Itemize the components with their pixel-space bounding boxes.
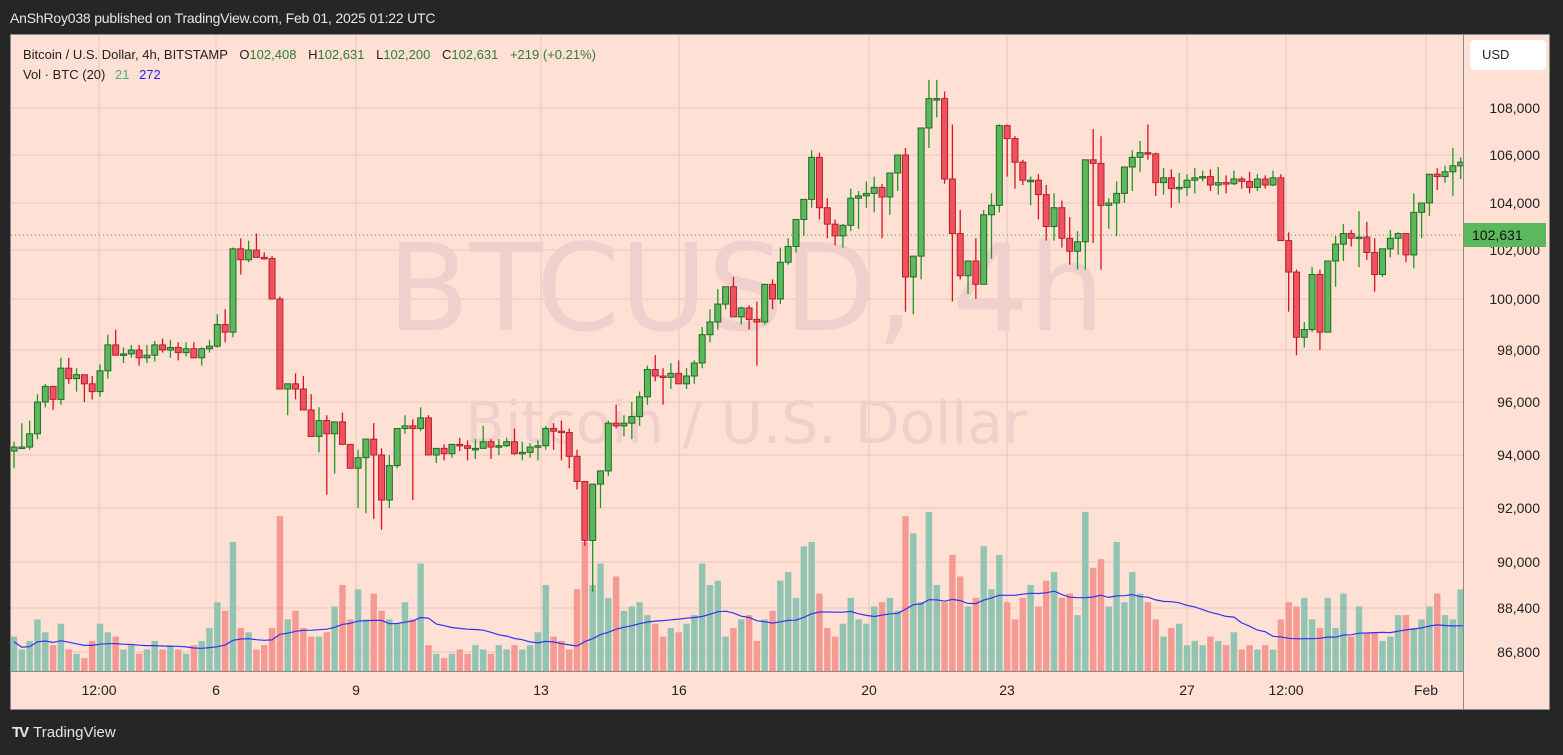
time-tick-label: Feb xyxy=(1413,682,1439,698)
legend-low-label: L xyxy=(376,47,384,62)
price-axis[interactable]: USD 108,000 106,000 104,000 102,000 100,000 9… xyxy=(1463,35,1550,709)
chart-legend: Bitcoin / U.S. Dollar, 4h, BITSTAMP O102… xyxy=(23,45,596,85)
time-tick-label: 12:00 xyxy=(1268,682,1304,698)
price-tick-label: 106,000 xyxy=(1489,147,1540,163)
time-tick-label: 12:00 xyxy=(81,682,117,698)
legend-close: 102,631 xyxy=(451,47,499,62)
legend-volume-value: 21 xyxy=(114,67,130,82)
time-axis[interactable]: 12:00 6 9 13 16 20 23 27 12:00 Feb xyxy=(11,671,1463,710)
chart-plot-area[interactable]: BTCUSD, 4h Bitcoin / U.S. Dollar Bitcoin … xyxy=(11,35,1463,671)
legend-open: 102,408 xyxy=(249,47,297,62)
price-tick-label: 98,000 xyxy=(1497,342,1540,358)
published-header: AnShRoy038 published on TradingView.com,… xyxy=(10,10,436,26)
legend-price-row: Bitcoin / U.S. Dollar, 4h, BITSTAMP O102… xyxy=(23,45,596,65)
currency-button[interactable]: USD xyxy=(1470,40,1546,70)
time-tick-label: 23 xyxy=(999,682,1015,698)
legend-change: +219 (+0.21%) xyxy=(509,47,596,62)
legend-low: 102,200 xyxy=(383,47,431,62)
price-tick-label: 108,000 xyxy=(1489,100,1540,116)
price-tick-label: 90,000 xyxy=(1497,554,1540,570)
legend-high: 102,631 xyxy=(317,47,365,62)
time-tick-label: 27 xyxy=(1179,682,1195,698)
chart-frame[interactable]: BTCUSD, 4h Bitcoin / U.S. Dollar Bitcoin … xyxy=(10,34,1550,710)
legend-open-label: O xyxy=(239,47,250,62)
legend-volume-ma: 272 xyxy=(139,67,161,82)
price-tick-label: 92,000 xyxy=(1497,500,1540,516)
time-tick-label: 13 xyxy=(533,682,549,698)
current-price-tag: 102,631 xyxy=(1464,223,1546,248)
legend-high-label: H xyxy=(308,47,318,62)
time-tick-label: 9 xyxy=(352,682,360,698)
svg-text:BTCUSD, 4h: BTCUSD, 4h xyxy=(387,220,1104,359)
legend-symbol[interactable]: Bitcoin / U.S. Dollar, 4h, BITSTAMP xyxy=(23,47,228,62)
legend-close-label: C xyxy=(441,47,452,62)
time-tick-label: 16 xyxy=(671,682,687,698)
price-tick-label: 104,000 xyxy=(1489,195,1540,211)
brand-name: TradingView xyxy=(33,724,116,741)
legend-volume-row: Vol · BTC (20) 21 272 xyxy=(23,65,596,85)
candlestick-chart[interactable]: BTCUSD, 4h Bitcoin / U.S. Dollar xyxy=(11,35,1463,671)
price-tick-label: 100,000 xyxy=(1489,291,1540,307)
svg-text:Bitcoin / U.S. Dollar: Bitcoin / U.S. Dollar xyxy=(465,389,1027,457)
price-tick-label: 94,000 xyxy=(1497,447,1540,463)
tradingview-brand[interactable]: TV TradingView xyxy=(12,724,116,741)
price-tick-label: 86,800 xyxy=(1497,644,1540,660)
price-tick-label: 88,400 xyxy=(1497,600,1540,616)
time-tick-label: 6 xyxy=(212,682,220,698)
tradingview-logo-icon: TV xyxy=(12,724,29,741)
price-tick-label: 96,000 xyxy=(1497,394,1540,410)
time-tick-label: 20 xyxy=(861,682,877,698)
legend-volume-label[interactable]: Vol · BTC (20) xyxy=(23,67,106,82)
